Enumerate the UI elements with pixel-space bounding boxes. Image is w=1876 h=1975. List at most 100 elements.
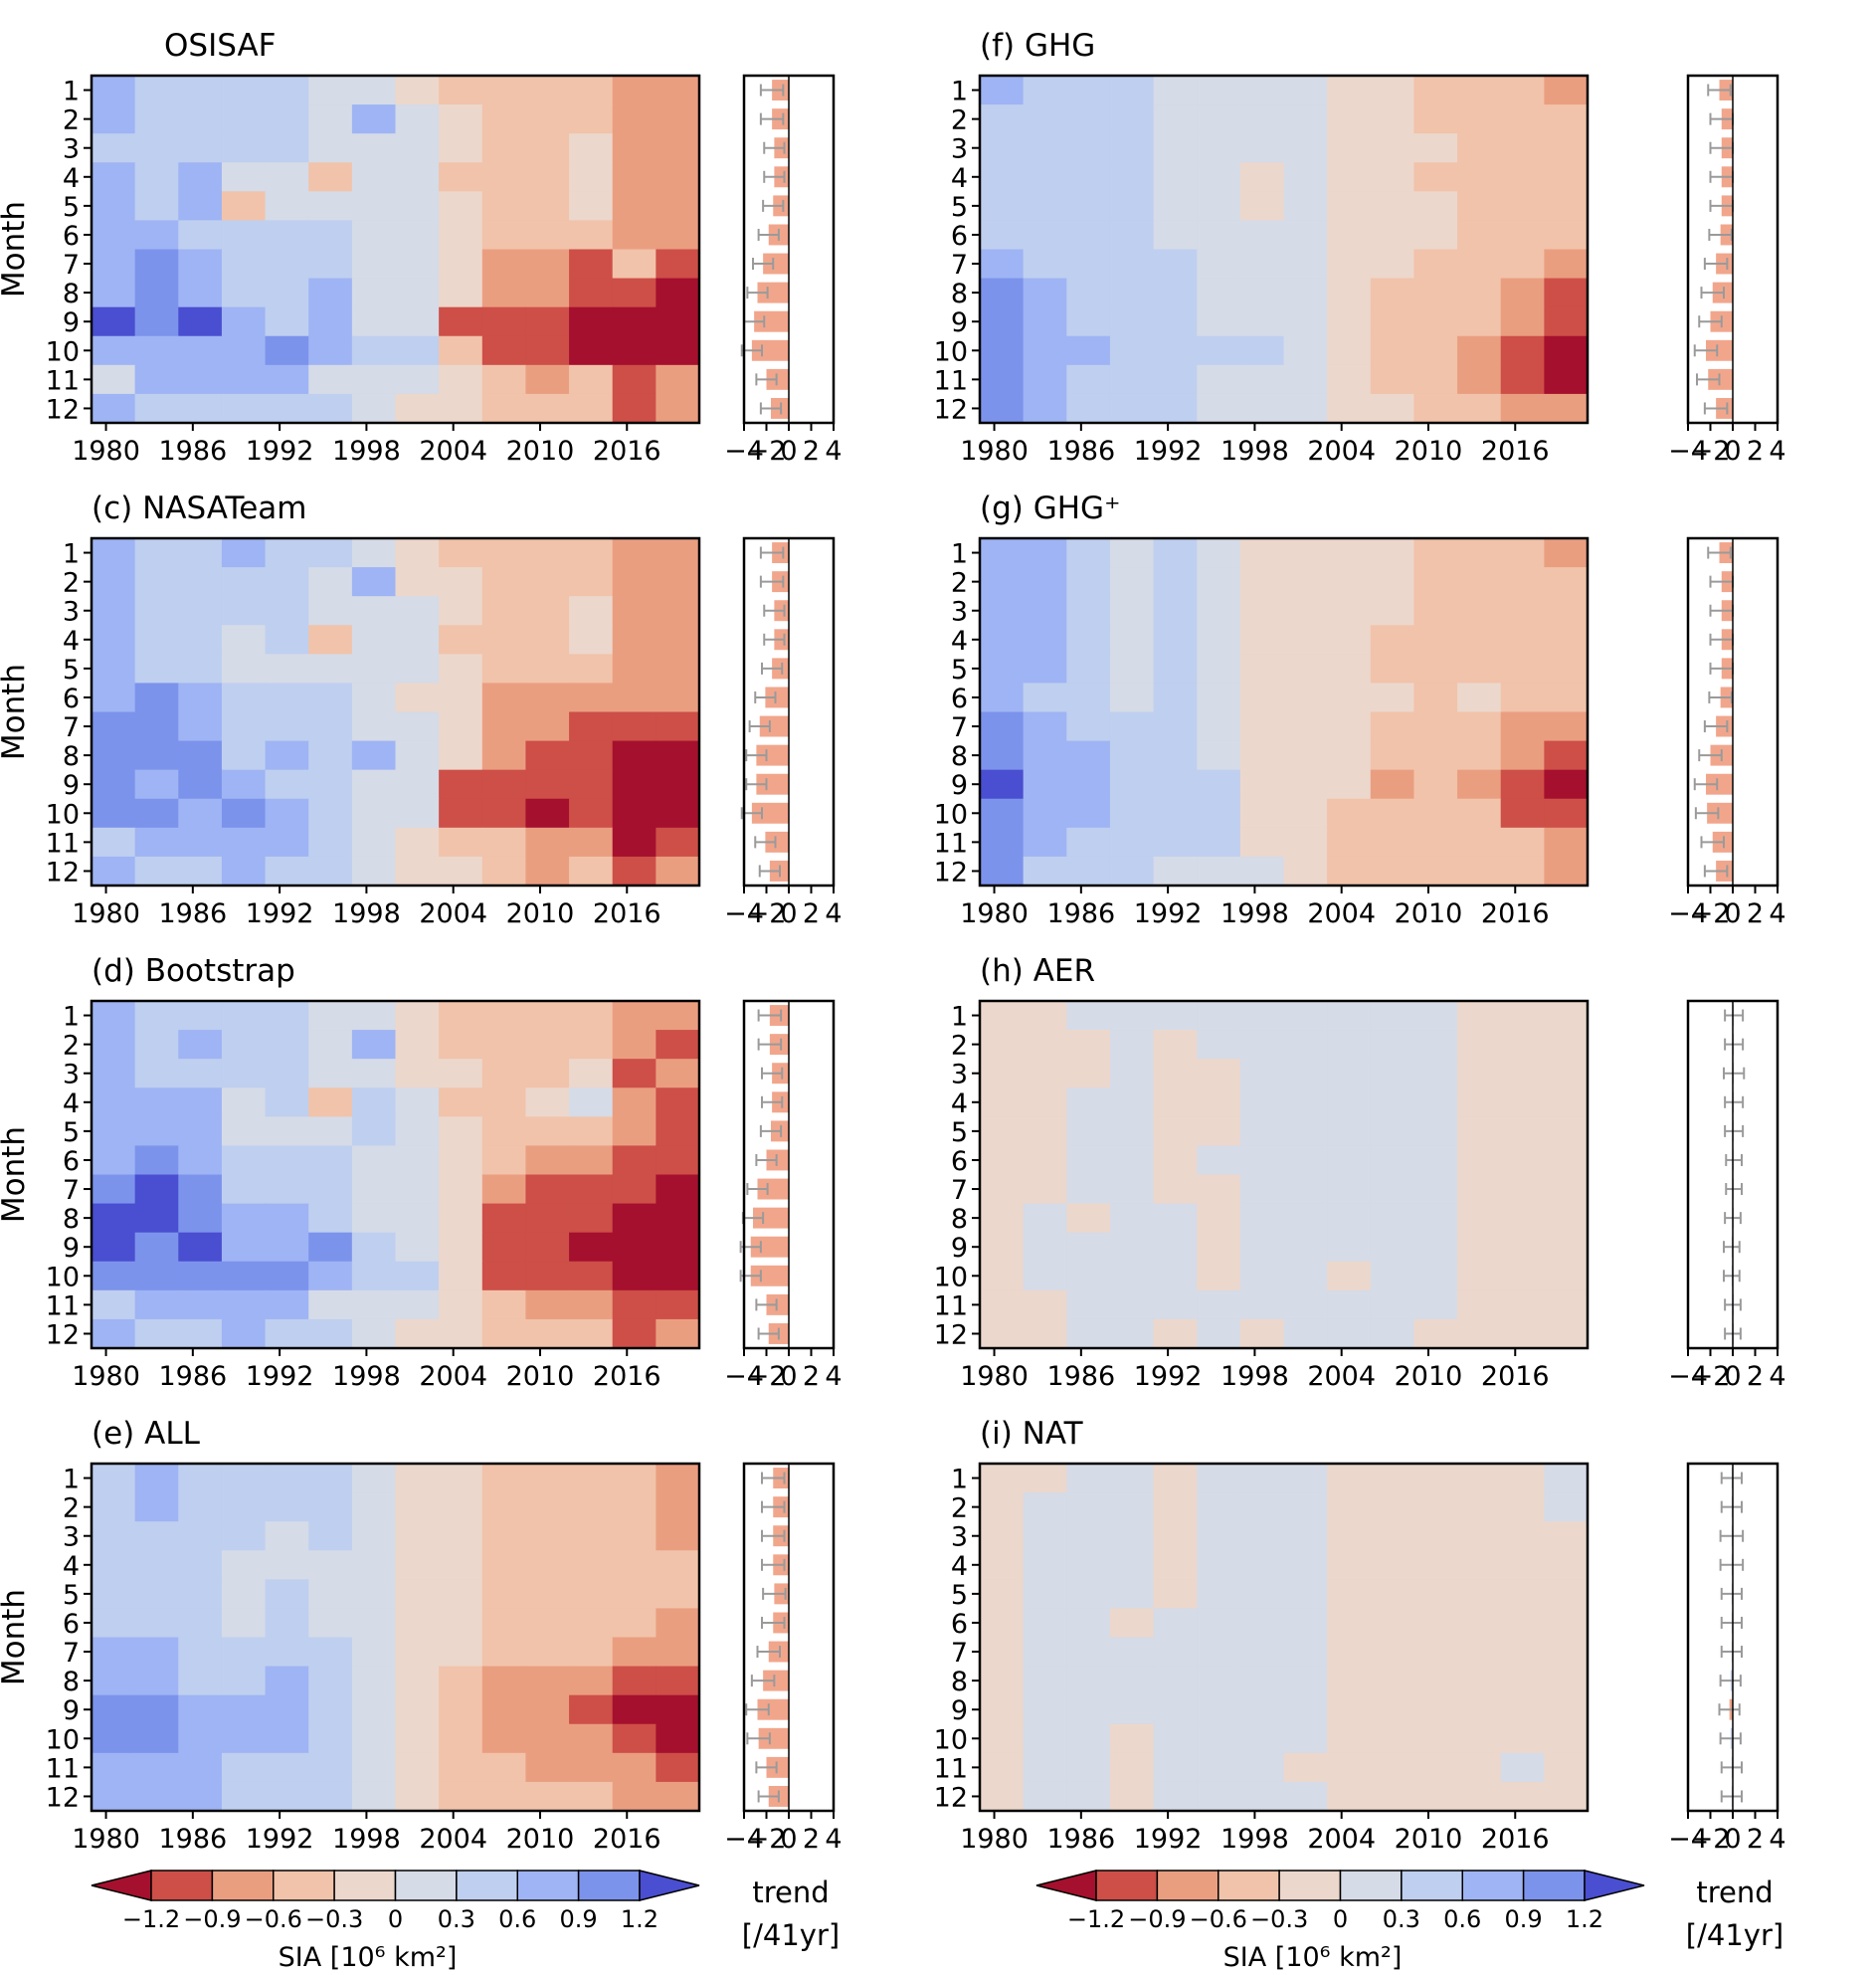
heatmap-cell <box>1197 162 1241 192</box>
heatmap-cell <box>395 1723 440 1754</box>
heatmap-cell <box>351 306 397 337</box>
year-tick-label: 2016 <box>593 898 661 929</box>
heatmap-cell <box>308 1637 353 1668</box>
heatmap-cell <box>1327 711 1372 742</box>
heatmap-cell <box>351 596 397 626</box>
heatmap-cell <box>134 1492 179 1522</box>
heatmap-cell <box>395 711 440 742</box>
heatmap-cell <box>1500 1289 1545 1320</box>
heatmap-cell <box>92 798 136 829</box>
panel-title: (h) AER <box>980 953 1095 989</box>
heatmap-cell <box>1023 1001 1067 1031</box>
heatmap-cell <box>1283 162 1328 192</box>
trend-axis-label: trend <box>752 1876 829 1909</box>
heatmap-cell <box>1109 220 1155 251</box>
year-tick-label: 1992 <box>1134 1824 1203 1855</box>
trend-tick-label: −4 <box>724 1824 764 1855</box>
heatmap-cell <box>395 1203 440 1234</box>
heatmap-cell <box>1327 1521 1372 1551</box>
heatmap-cell <box>1500 1087 1545 1117</box>
heatmap-cell <box>265 104 309 134</box>
heatmap-frame <box>90 536 701 888</box>
trend-tick-label: 0 <box>780 1824 797 1855</box>
heatmap-cell <box>1283 249 1328 280</box>
month-tick-label: 11 <box>46 365 80 396</box>
heatmap-cell <box>1457 1318 1502 1349</box>
heatmap-cell <box>1327 306 1372 337</box>
heatmap-cell <box>569 1521 614 1551</box>
heatmap-cell <box>1066 249 1111 280</box>
heatmap-cell <box>265 1261 309 1291</box>
heatmap-cell <box>1327 1261 1372 1291</box>
colorbar-segment <box>1278 1870 1342 1901</box>
heatmap-cell <box>265 538 309 568</box>
heatmap-cell <box>1370 1174 1415 1205</box>
heatmap-cell <box>439 711 483 742</box>
colorbar-segment <box>1401 1870 1463 1901</box>
heatmap-cell <box>1153 1608 1198 1639</box>
heatmap-cell <box>656 683 700 713</box>
heatmap-cell <box>1500 538 1545 568</box>
heatmap-cell <box>525 104 570 134</box>
heatmap-cell <box>1413 1550 1458 1580</box>
heatmap-cell <box>1066 162 1111 192</box>
heatmap-cell <box>439 856 483 887</box>
heatmap-cell <box>612 1087 657 1117</box>
y-axis-label: Month <box>0 1589 32 1685</box>
heatmap-cell <box>1413 654 1458 685</box>
heatmap-cell <box>1153 740 1198 771</box>
heatmap-cell <box>1197 856 1241 887</box>
heatmap-cell <box>481 798 527 829</box>
heatmap-cell <box>1283 1579 1328 1610</box>
trend-tick-label: −2 <box>1691 898 1731 929</box>
heatmap-cell <box>1457 625 1502 655</box>
heatmap-cell <box>1500 1521 1545 1551</box>
panel-title: (f) GHG <box>980 28 1095 64</box>
heatmap-cell <box>1370 393 1415 424</box>
heatmap-cell <box>656 162 700 192</box>
heatmap-cell <box>1327 220 1372 251</box>
heatmap-cell <box>1327 393 1372 424</box>
heatmap-cell <box>1109 133 1155 163</box>
heatmap-cell <box>221 104 267 134</box>
heatmap-cell <box>178 162 223 192</box>
heatmap-cell <box>1327 1203 1372 1234</box>
heatmap-cell <box>980 798 1025 829</box>
heatmap-cell <box>656 1203 700 1234</box>
heatmap-cell <box>1239 278 1285 308</box>
heatmap-cell <box>92 1550 136 1580</box>
heatmap-cell <box>1500 1666 1545 1696</box>
heatmap-cell <box>92 1001 136 1031</box>
month-tick-label: 7 <box>951 712 968 743</box>
heatmap-cell <box>656 76 700 105</box>
heatmap-frame <box>90 74 701 425</box>
heatmap-cell <box>134 856 179 887</box>
heatmap-cell <box>178 1723 223 1754</box>
heatmap-cell <box>980 654 1025 685</box>
heatmap-cell <box>439 1464 483 1493</box>
heatmap-cell <box>439 1492 483 1522</box>
month-tick-label: 12 <box>934 394 968 425</box>
heatmap-cell <box>1500 1694 1545 1725</box>
heatmap-cell <box>134 1318 179 1349</box>
heatmap-cell <box>1327 798 1372 829</box>
heatmap-cell <box>656 364 700 395</box>
year-tick-label: 2016 <box>593 1824 661 1855</box>
heatmap-cell <box>1413 740 1458 771</box>
heatmap-cell <box>395 76 440 105</box>
heatmap-cell <box>1370 1087 1415 1117</box>
heatmap-cell <box>1370 1550 1415 1580</box>
heatmap-cell <box>1109 1637 1155 1668</box>
heatmap-cell <box>395 1174 440 1205</box>
heatmap-cell <box>656 1550 700 1580</box>
heatmap-cell <box>1413 798 1458 829</box>
heatmap-cell <box>1066 364 1111 395</box>
heatmap-cell <box>351 1608 397 1639</box>
heatmap-cell <box>1023 1203 1067 1234</box>
heatmap-cell <box>178 1059 223 1088</box>
heatmap-cell <box>656 596 700 626</box>
heatmap-cell <box>1457 1203 1502 1234</box>
trend-bar <box>757 282 789 303</box>
heatmap-cell <box>134 1203 179 1234</box>
heatmap-cell <box>1370 364 1415 395</box>
